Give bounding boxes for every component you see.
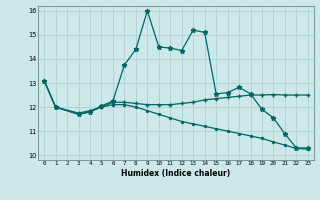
X-axis label: Humidex (Indice chaleur): Humidex (Indice chaleur) xyxy=(121,169,231,178)
